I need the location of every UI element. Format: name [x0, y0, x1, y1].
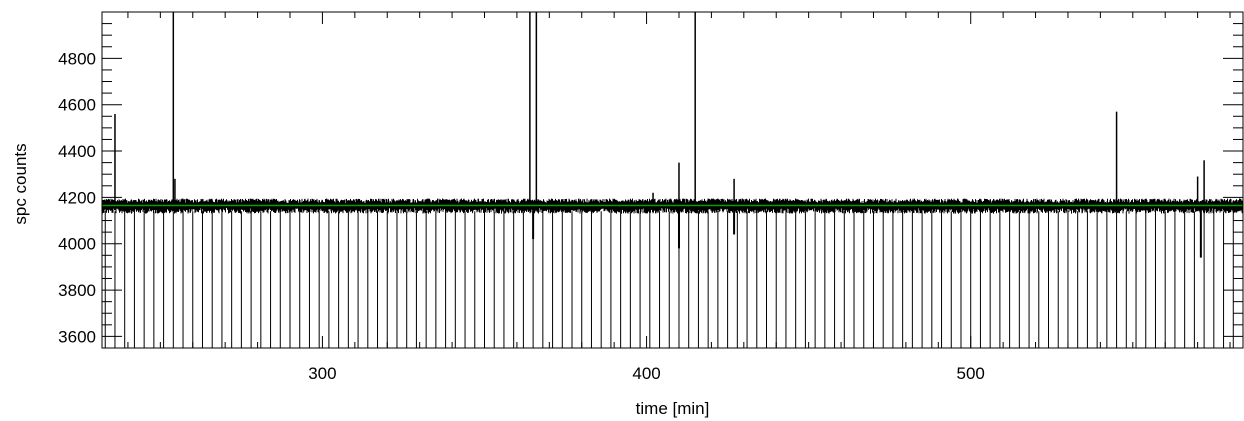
- y-tick-label: 4000: [58, 235, 96, 254]
- y-axis-title: spc counts: [11, 143, 30, 224]
- y-tick-label: 3600: [58, 327, 96, 346]
- x-tick-label: 400: [632, 364, 660, 383]
- spike-lines: [114, 12, 1205, 258]
- axis-ticks: [102, 11, 1243, 349]
- x-axis-title: time [min]: [636, 399, 710, 418]
- dip-lines: [104, 211, 1244, 348]
- y-tick-label: 4200: [58, 188, 96, 207]
- y-tick-label: 3800: [58, 281, 96, 300]
- tick-labels: 300 400 500 3600 3800 4000 4200 4400 4600 4800: [58, 49, 985, 383]
- y-tick-label: 4600: [58, 96, 96, 115]
- plot-frame: [101, 11, 1244, 349]
- y-tick-label: 4800: [58, 49, 96, 68]
- y-tick-label: 4400: [58, 142, 96, 161]
- x-tick-label: 300: [308, 364, 336, 383]
- x-tick-label: 500: [957, 364, 985, 383]
